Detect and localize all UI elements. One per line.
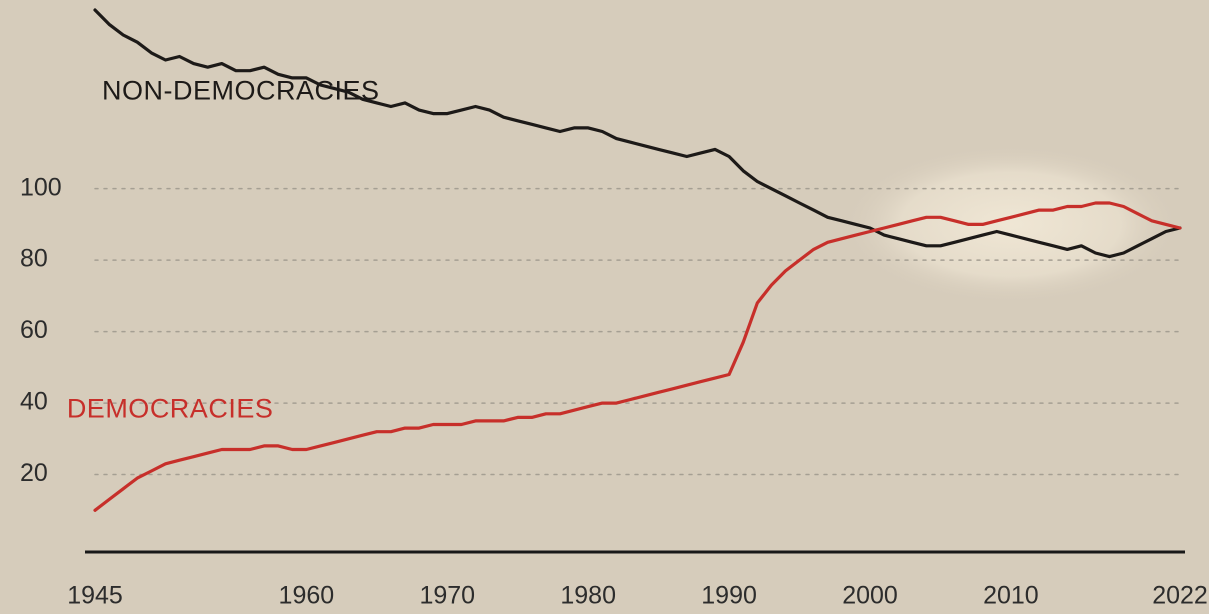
x-tick-label: 1960 [279,582,335,610]
x-tick-label: 2000 [842,582,898,610]
y-tick-label: 20 [20,459,48,487]
y-tick-label: 60 [20,316,48,344]
y-tick-label: 40 [20,388,48,416]
y-tick-label: 80 [20,245,48,273]
x-tick-label: 2022 [1152,582,1208,610]
series-label-democracies: DEMOCRACIES [67,393,274,423]
x-tick-label: 1945 [67,582,123,610]
x-tick-label: 1970 [419,582,475,610]
x-tick-label: 1990 [701,582,757,610]
x-tick-label: 2010 [983,582,1039,610]
series-label-non_democracies: NON-DEMOCRACIES [102,75,380,105]
democracies-line-chart: 20 40 60 80 100 1945 1960 1970 1980 1990 2000 2010 2… [0,0,1209,614]
x-tick-label: 1980 [560,582,616,610]
y-tick-label: 100 [20,173,62,201]
